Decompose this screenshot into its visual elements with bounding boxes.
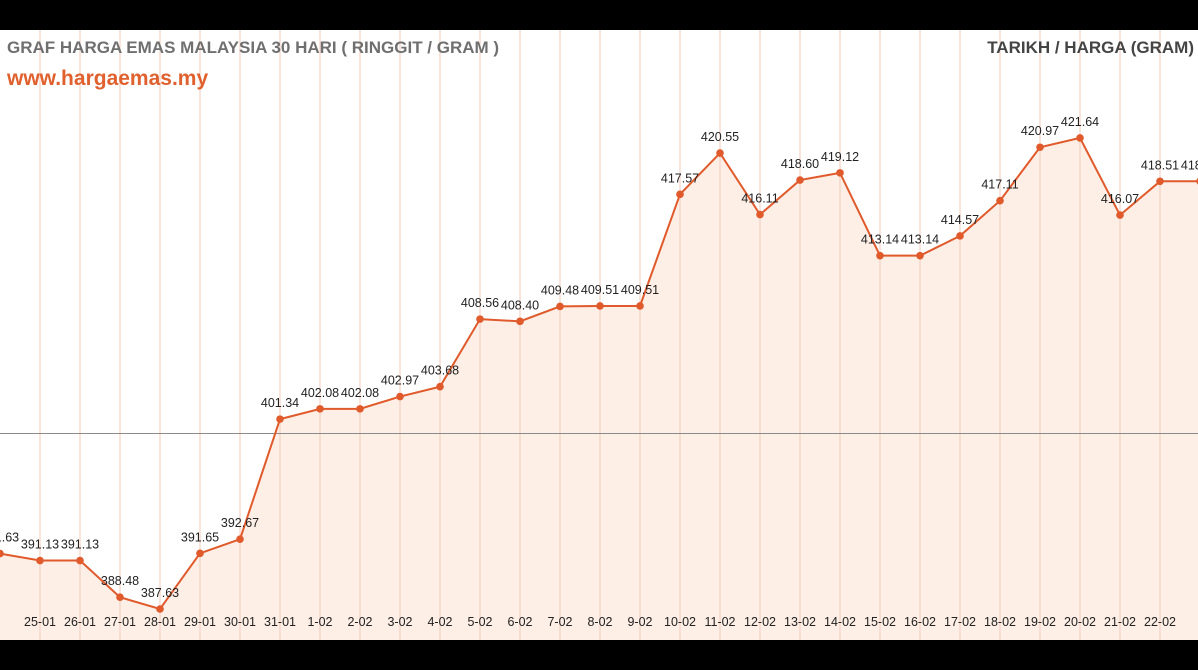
data-label: 419.12 (821, 150, 859, 164)
data-label: 402.08 (301, 386, 339, 400)
x-tick-label: 1-02 (307, 615, 332, 629)
data-point (516, 317, 524, 326)
data-point (436, 382, 444, 391)
area-fill (0, 137, 1198, 640)
x-tick-label: 5-02 (467, 615, 492, 629)
data-label: 421.64 (1061, 115, 1099, 129)
data-label: 391.13 (21, 538, 59, 552)
x-tick-label: 29-01 (184, 615, 216, 629)
x-tick-label: 9-02 (627, 615, 652, 629)
data-point (636, 302, 644, 310)
data-label: 403.68 (421, 364, 459, 378)
data-point (116, 593, 124, 602)
data-label: 402.08 (341, 386, 379, 400)
data-label: 417.57 (661, 171, 699, 185)
data-point (1116, 211, 1124, 219)
data-label: 408.40 (501, 298, 539, 312)
data-label: 420.97 (1021, 124, 1059, 138)
data-point (556, 302, 564, 311)
data-label: 413.14 (901, 233, 939, 247)
data-label: 408.56 (461, 296, 499, 310)
data-label: 387.63 (141, 586, 179, 600)
data-label: 414.57 (941, 213, 979, 227)
x-tick-label: 11-02 (704, 615, 735, 629)
chart-plot: 391.63391.1325-01391.1326-01388.4827-013… (0, 30, 1198, 640)
data-point (196, 549, 204, 558)
data-point (316, 405, 324, 413)
x-tick-label: 19-02 (1024, 615, 1056, 629)
x-tick-label: 15-02 (864, 615, 896, 629)
data-label: 418.51 (1181, 158, 1198, 172)
data-point (716, 149, 724, 157)
data-label: 413.14 (861, 233, 899, 247)
data-point (276, 415, 284, 423)
data-point (1076, 134, 1084, 142)
data-point (356, 405, 364, 413)
data-point (796, 176, 804, 184)
data-point (676, 190, 684, 199)
data-label: 409.51 (581, 283, 619, 297)
x-tick-label: 10-02 (664, 615, 696, 629)
data-label: 391.65 (181, 530, 219, 544)
data-label: 416.11 (741, 192, 778, 206)
x-tick-label: 14-02 (824, 615, 856, 629)
data-point (756, 210, 764, 219)
data-label: 388.48 (101, 574, 139, 588)
data-point (996, 196, 1004, 205)
data-point (476, 315, 484, 323)
data-point (396, 392, 404, 401)
data-label: 418.51 (1141, 158, 1179, 172)
data-point (836, 169, 844, 177)
data-point (0, 549, 4, 558)
data-label: 391.63 (0, 531, 19, 545)
data-label: 420.55 (701, 130, 739, 144)
data-label: 409.51 (621, 283, 659, 297)
data-point (1156, 177, 1164, 186)
x-tick-label: 31-01 (264, 615, 296, 629)
data-label: 418.60 (781, 157, 819, 171)
data-label: 416.07 (1101, 192, 1139, 206)
x-tick-label: 8-02 (587, 615, 612, 629)
legend-label: TARIKH / HARGA (GRAM) (987, 38, 1194, 57)
x-tick-label: 2-02 (347, 615, 372, 629)
data-label: 402.97 (381, 374, 419, 388)
data-label: 392.67 (221, 516, 259, 530)
x-tick-label: 13-02 (784, 615, 816, 629)
data-label: 417.11 (981, 178, 1018, 192)
data-point (916, 251, 924, 260)
x-tick-label: 4-02 (427, 615, 452, 629)
data-label: 391.13 (61, 538, 99, 552)
data-point (36, 556, 44, 565)
data-label: 401.34 (261, 396, 299, 410)
x-tick-label: 26-01 (64, 615, 96, 629)
x-tick-label: 16-02 (904, 615, 936, 629)
data-point (956, 232, 964, 240)
data-point (156, 605, 164, 613)
x-tick-label: 20-02 (1064, 615, 1096, 629)
website-link[interactable]: www.hargaemas.my (7, 67, 209, 90)
x-tick-label: 27-01 (104, 615, 136, 629)
x-tick-label: 12-02 (744, 615, 776, 629)
x-tick-label: 18-02 (984, 615, 1016, 629)
data-point (1036, 143, 1044, 152)
x-tick-label: 30-01 (224, 615, 256, 629)
x-tick-label: 25-01 (24, 615, 56, 629)
x-tick-label: 17-02 (944, 615, 976, 629)
data-point (876, 251, 884, 260)
data-label: 409.48 (541, 283, 579, 297)
x-tick-label: 28-01 (144, 615, 176, 629)
x-tick-label: 6-02 (507, 615, 532, 629)
x-tick-label: 21-02 (1104, 615, 1136, 629)
chart-title: GRAF HARGA EMAS MALAYSIA 30 HARI ( RINGG… (7, 38, 500, 57)
data-point (596, 302, 604, 310)
x-tick-label: 3-02 (387, 615, 412, 629)
x-tick-label: 7-02 (547, 615, 572, 629)
data-point (236, 535, 244, 543)
x-tick-label: 22-02 (1144, 615, 1176, 629)
data-point (76, 556, 84, 565)
